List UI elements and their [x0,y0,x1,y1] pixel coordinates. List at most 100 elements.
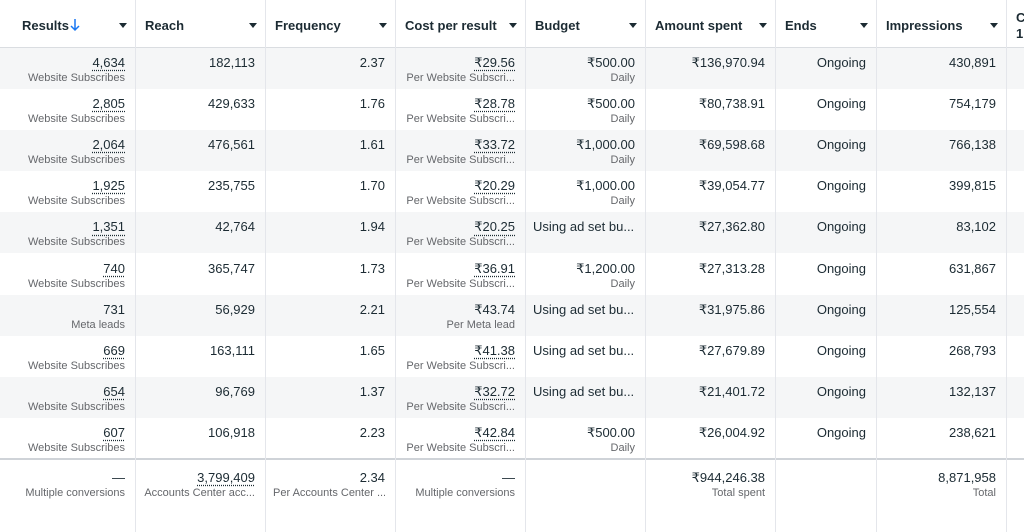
cell: 1.65 [359,342,385,358]
dropdown-icon[interactable] [990,23,998,28]
footer-cell-sub: Total spent [711,487,765,499]
cell-sub: Per Website Subscri... [406,236,515,249]
cell: ₹26,004.92 [698,424,765,440]
row-background [0,212,1024,254]
cell: 106,918 [208,424,255,440]
cell: 125,554 [949,301,996,317]
dropdown-icon[interactable] [249,23,257,28]
dropdown-icon[interactable] [379,23,387,28]
column-header[interactable]: Frequency [275,18,341,33]
cell[interactable]: 4,634 [92,55,125,70]
cell: ₹43.74 [474,301,515,317]
cell-sub: Per Website Subscri... [406,277,515,290]
cell[interactable]: 654 [103,383,125,399]
cell: ₹500.00 [586,55,635,70]
row-background [0,376,1024,418]
column-header[interactable]: Amount spent [655,18,743,33]
cell-sub: Meta leads [71,318,125,331]
cell[interactable]: ₹42.84 [474,424,515,440]
cell: Ongoing [816,96,866,112]
cell[interactable]: 2,805 [92,96,125,112]
cell-sub: Per Website Subscri... [406,72,515,84]
dropdown-icon[interactable] [509,23,517,28]
footer-cell-sub: Total [972,487,996,499]
dropdown-icon[interactable] [119,23,127,28]
column-header[interactable]: Cost per result [405,18,497,33]
cell: 235,755 [208,178,255,194]
cell: ₹80,738.91 [698,96,765,112]
cell: ₹27,313.28 [698,260,765,276]
cell: Ongoing [816,383,866,399]
cell: Using ad set bu... [533,219,635,235]
column-divider [876,0,877,532]
footer-cell-sub: Multiple conversions [25,487,125,499]
cell[interactable]: ₹33.72 [474,137,515,153]
cell: 2.37 [359,55,385,70]
cell[interactable]: ₹41.38 [474,342,515,358]
cell-sub: Website Subscribes [27,441,125,454]
cell: 476,561 [208,137,255,153]
cell: 132,137 [949,383,996,399]
column-divider [525,0,526,532]
cell: 731 [103,301,125,317]
cell[interactable]: ₹32.72 [474,383,515,399]
column-header[interactable]: Impressions [886,18,963,33]
cell: Ongoing [816,424,866,440]
column-header[interactable]: Reach [145,18,185,33]
cell-sub: Per Website Subscri... [406,195,515,208]
sort-arrow-icon [70,19,80,32]
column-header[interactable]: Ends [785,18,817,33]
row-background [0,294,1024,336]
cell[interactable]: ₹36.91 [474,260,515,276]
row-background [0,48,1024,89]
cell[interactable]: ₹29.56 [474,55,515,70]
cell-sub: Website Subscribes [27,277,125,290]
cell: 2.21 [359,301,385,317]
cell[interactable]: 1,351 [92,219,125,235]
cell: 766,138 [949,137,996,153]
cell[interactable]: 607 [103,424,125,440]
footer-cell: ₹944,246.38 [691,470,765,485]
cell: ₹69,598.68 [698,137,765,153]
row-background [0,130,1024,172]
column-header[interactable]: Results [22,18,69,33]
cell[interactable]: 740 [103,260,125,276]
cell: 238,621 [949,424,996,440]
cell: 163,111 [209,342,255,358]
cell[interactable]: ₹20.25 [474,219,515,235]
footer-cell[interactable]: 3,799,409 [197,470,255,485]
cell: ₹500.00 [586,424,635,440]
column-header[interactable]: C [1016,10,1024,25]
column-header-sub: 1, [1016,26,1024,41]
cell: ₹27,679.89 [698,342,765,358]
cell[interactable]: 1,925 [92,178,125,194]
cell-sub: Daily [610,72,635,84]
cell[interactable]: 669 [103,342,125,358]
cell: 429,633 [208,96,255,112]
cell-sub: Website Subscribes [27,154,125,167]
cell[interactable]: ₹20.29 [474,178,515,194]
column-header[interactable]: Budget [535,18,580,33]
cell: 399,815 [949,178,996,194]
dropdown-icon[interactable] [860,23,868,28]
cell[interactable]: 2,064 [92,137,125,153]
cell: ₹136,970.94 [691,55,765,70]
cell: Ongoing [816,219,866,235]
cell-sub: Per Website Subscri... [406,359,515,372]
column-divider [395,0,396,532]
header-divider [0,47,1024,48]
cell[interactable]: ₹28.78 [474,96,515,112]
footer-cell: — [502,470,515,485]
dropdown-icon[interactable] [759,23,767,28]
cell: 1.70 [359,178,385,194]
cell: 182,113 [208,55,255,70]
cell-sub: Per Website Subscri... [406,441,515,454]
cell: ₹1,200.00 [576,260,635,276]
column-divider [775,0,776,532]
column-divider [645,0,646,532]
dropdown-icon[interactable] [629,23,637,28]
cell: 96,769 [215,383,255,399]
cell: 365,747 [208,260,255,276]
cell: Using ad set bu... [533,342,635,358]
